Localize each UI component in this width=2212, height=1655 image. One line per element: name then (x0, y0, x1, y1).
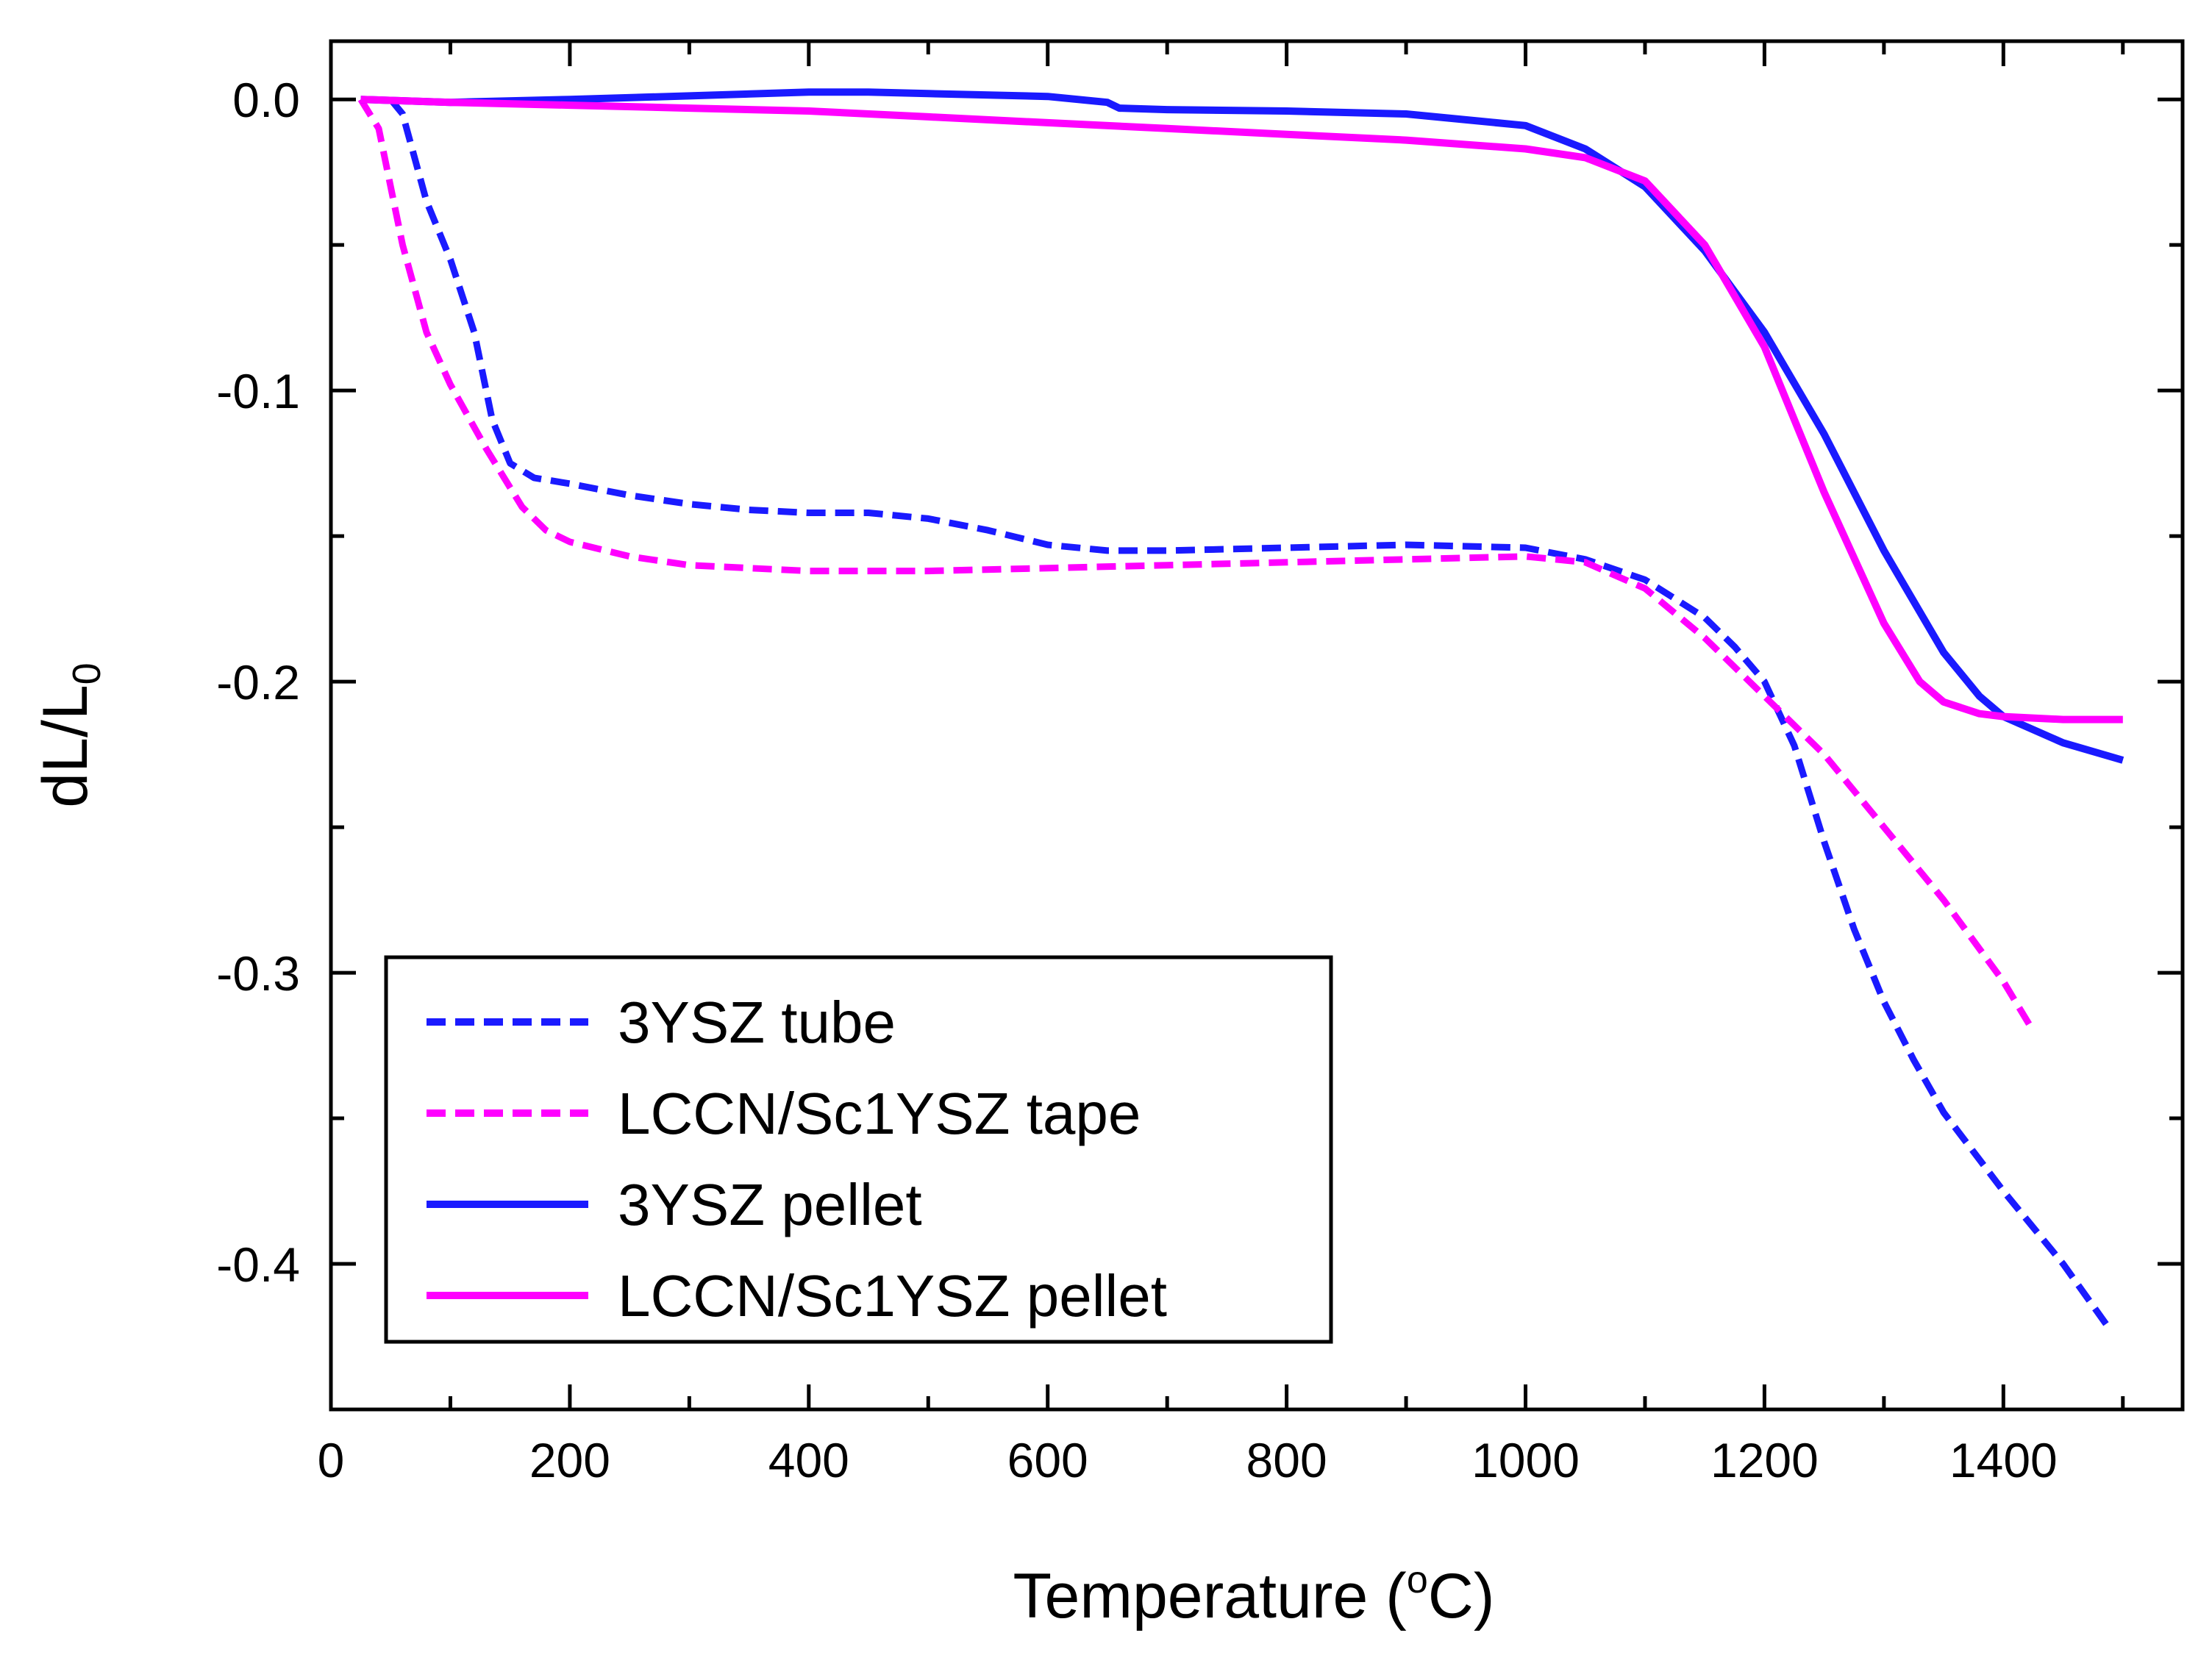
plot-frame (329, 39, 2185, 1412)
x-tick-label: 1000 (1471, 1433, 1580, 1487)
series-line-1 (388, 97, 2114, 1333)
y-tick-label: -0.2 (216, 655, 300, 709)
x-tick-label: 1400 (1949, 1433, 2058, 1487)
legend-label-1: 3YSZ tube (618, 990, 896, 1055)
x-tick-labels: 0 200 400 600 800 1000 1200 1400 (318, 1433, 2058, 1487)
series-line-4 (360, 96, 2123, 723)
legend-label-2: LCCN/Sc1YSZ tape (618, 1081, 1141, 1146)
x-tick-label: 600 (1007, 1433, 1088, 1487)
series-line-2 (357, 97, 2036, 1033)
y-axis-title: dL/L0 (30, 662, 109, 807)
x-tick-label: 400 (768, 1433, 849, 1487)
ticks-layer (329, 41, 2183, 1409)
y-tick-label: -0.1 (216, 364, 300, 418)
legend-label-3: 3YSZ pellet (618, 1172, 922, 1237)
x-tick-label: 200 (529, 1433, 610, 1487)
legend-label-4: LCCN/Sc1YSZ pellet (618, 1263, 1167, 1329)
y-tick-label: -0.4 (216, 1237, 300, 1292)
x-tick-label: 800 (1246, 1433, 1327, 1487)
series-line-3 (360, 88, 2124, 764)
x-tick-label: 1200 (1710, 1433, 1819, 1487)
y-tick-labels: 0.0 -0.1 -0.2 -0.3 -0.4 (216, 73, 300, 1292)
x-axis-title: Temperature (oC) (1013, 1559, 1495, 1631)
x-tick-label: 0 (318, 1433, 345, 1487)
legend-items: 3YSZ tube LCCN/Sc1YSZ tape 3YSZ pellet LCCN… (427, 990, 1167, 1329)
y-tick-label: 0.0 (232, 73, 300, 127)
legend: 3YSZ tube LCCN/Sc1YSZ tape 3YSZ pellet LCCN… (384, 955, 1333, 1344)
y-tick-label: -0.3 (216, 946, 300, 1001)
series-layer (357, 88, 2124, 1333)
